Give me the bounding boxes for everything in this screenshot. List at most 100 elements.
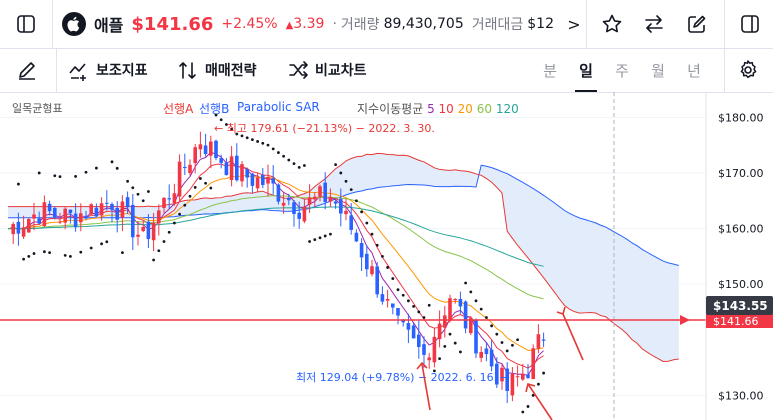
ma20-label: 20 — [457, 102, 473, 116]
period-day[interactable]: 일 — [571, 48, 601, 92]
ma-legend[interactable]: 지수이동평균 5 10 20 60 120 — [357, 100, 519, 117]
period-month[interactable]: 월 — [651, 61, 665, 80]
y-tick-label: $170.00 — [718, 167, 764, 180]
candle-body — [240, 164, 244, 182]
candle-body — [370, 266, 374, 275]
psar-dot — [531, 393, 535, 397]
settings-button[interactable] — [737, 48, 759, 92]
psar-dot — [339, 171, 343, 175]
ema-60-line — [7, 195, 544, 300]
candle-body — [37, 218, 41, 224]
candle-body — [89, 204, 93, 215]
ichimoku-legend[interactable]: 일목균형표 — [12, 102, 63, 115]
pen-icon — [19, 62, 35, 80]
candle-body — [183, 166, 187, 168]
y-tick-label: $130.00 — [718, 389, 764, 402]
senkou-a-legend[interactable]: 선행A — [163, 102, 194, 116]
psar-dot — [308, 240, 311, 243]
psar-dot — [17, 182, 20, 186]
stock-name: 애플 — [93, 16, 124, 35]
psar-dot — [48, 251, 51, 255]
triangle-up-icon: ▲ — [285, 20, 294, 31]
period-week[interactable]: 주 — [615, 61, 629, 80]
senkou-b-line — [8, 164, 679, 267]
candle-body — [79, 213, 83, 223]
candle-body — [453, 298, 457, 301]
edit-button[interactable] — [679, 0, 715, 48]
psar-dot — [495, 332, 499, 336]
candle-body — [463, 301, 468, 329]
user-arrow-2[interactable] — [416, 361, 431, 411]
candle-body — [224, 162, 229, 176]
psar-dot — [167, 230, 171, 234]
candle-body — [313, 196, 317, 200]
candle-body — [99, 203, 104, 216]
panel-right-icon — [740, 15, 759, 33]
candle-body — [375, 266, 379, 295]
period-minute[interactable]: 분 — [543, 61, 557, 80]
psar-dot — [261, 141, 265, 145]
hidden-price-tag — [706, 314, 773, 328]
compare-chart-button[interactable]: 비교차트 — [287, 48, 367, 92]
psar-dot — [74, 175, 77, 178]
psar-dot — [105, 240, 109, 244]
apple-icon — [67, 16, 80, 32]
candle-body — [141, 226, 145, 232]
psar-dot — [537, 382, 540, 386]
price-chart[interactable]: ← 최고 179.61 (−21.13%) − 2022. 3. 30. 최저 … — [0, 92, 773, 420]
aux-indicator-button[interactable]: 보조지표 — [68, 48, 148, 92]
divider — [724, 48, 725, 92]
psar-dot — [240, 134, 244, 138]
candles — [11, 131, 546, 404]
candle-body — [411, 325, 416, 339]
trade-strategy-button[interactable]: 매매전략 — [177, 48, 257, 92]
sidebar-toggle-button[interactable] — [0, 0, 52, 48]
psar-dot — [43, 250, 46, 254]
candle-body — [495, 363, 499, 385]
candle-body — [94, 207, 99, 217]
chart-toolbar: 보조지표 매매전략 비교차트 분 일 주 월 년 — [0, 48, 773, 93]
candle-body — [105, 202, 109, 204]
psar-dot — [204, 181, 208, 185]
current-price-marker — [680, 314, 690, 325]
psar-dot — [329, 232, 332, 236]
candle-body — [526, 374, 530, 378]
drawing-tool-button[interactable] — [16, 48, 38, 92]
period-year[interactable]: 년 — [687, 61, 701, 80]
psar-dot — [32, 252, 36, 255]
stock-price: $141.66 — [131, 13, 214, 35]
psar-dot — [344, 179, 348, 183]
psar-dot — [334, 163, 337, 167]
compare-swap-button[interactable] — [636, 0, 672, 48]
user-arrow-1[interactable] — [556, 306, 584, 361]
psar-dot — [479, 307, 483, 311]
psar-dot — [427, 303, 431, 307]
star-icon — [602, 14, 622, 33]
psar-dot — [100, 242, 103, 246]
psar-legend[interactable]: Parabolic SAR — [237, 100, 320, 114]
psar-dot — [313, 238, 317, 242]
candle-body — [541, 339, 546, 341]
psar-dot — [469, 290, 473, 294]
aux-indicator-label: 보조지표 — [96, 63, 148, 79]
candle-body — [359, 242, 364, 258]
candle-body — [219, 158, 223, 163]
more-info-button[interactable]: > — [567, 14, 581, 34]
sidebar-right-toggle-button[interactable] — [726, 0, 773, 48]
psar-dot — [183, 203, 187, 207]
psar-dot — [188, 194, 192, 198]
favorite-button[interactable] — [594, 0, 630, 48]
divider — [56, 48, 57, 92]
senkou-b-legend[interactable]: 선행B — [199, 102, 230, 116]
psar-dot — [360, 210, 363, 214]
psar-dot — [235, 132, 239, 136]
psar-dot — [417, 310, 421, 314]
gear-icon — [740, 60, 757, 79]
candle-body — [58, 221, 62, 223]
psar-dot — [318, 236, 322, 240]
user-arrow-3[interactable] — [525, 383, 553, 420]
candle-body — [110, 204, 114, 210]
psar-dot — [173, 221, 176, 225]
psar-dot — [162, 240, 166, 243]
candle-body — [489, 349, 494, 367]
